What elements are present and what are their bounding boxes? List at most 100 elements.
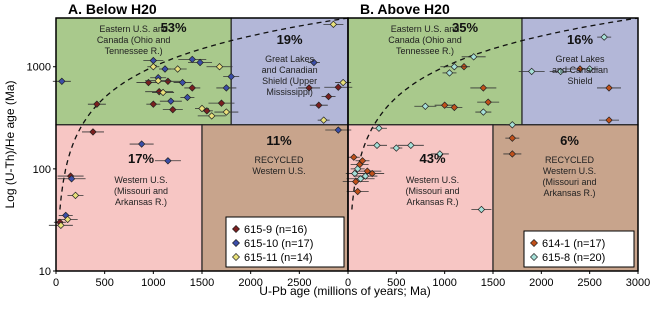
data-point bbox=[173, 65, 182, 73]
points-layer bbox=[48, 20, 621, 230]
x-tick-label: 1000 bbox=[141, 277, 165, 289]
region-percent: 17% bbox=[128, 151, 154, 166]
x-axis-label: U-Pb age (millions of years; Ma) bbox=[259, 284, 430, 298]
region-label-line: Eastern U.S. and bbox=[99, 24, 168, 34]
region-label-line: Western U.S. bbox=[252, 166, 305, 176]
data-point bbox=[305, 84, 313, 92]
region-label-line: Tennessee R.) bbox=[396, 46, 454, 56]
data-point bbox=[324, 92, 333, 101]
y-axis-label: Log (U-Th)/He age (Ma) bbox=[3, 80, 17, 208]
data-point bbox=[215, 63, 224, 71]
data-point bbox=[605, 116, 613, 124]
reference-curve-2 bbox=[351, 17, 639, 210]
data-point bbox=[310, 58, 318, 67]
data-point bbox=[217, 99, 226, 107]
legend-marker bbox=[232, 253, 240, 261]
data-point bbox=[358, 157, 367, 165]
region-percent: 43% bbox=[419, 151, 445, 166]
data-point bbox=[375, 124, 383, 132]
data-point bbox=[58, 77, 66, 85]
data-point bbox=[67, 175, 76, 183]
data-point bbox=[319, 116, 328, 124]
legend-2 bbox=[523, 230, 635, 268]
data-point bbox=[137, 140, 146, 148]
region-percent: 19% bbox=[277, 32, 303, 47]
data-point bbox=[479, 108, 488, 116]
data-point bbox=[149, 63, 158, 71]
region-label-line: RECYCLED bbox=[254, 155, 304, 165]
x-tick-label: 500 bbox=[387, 277, 405, 289]
region-label-line: Arkansas R.) bbox=[406, 197, 458, 207]
data-point bbox=[149, 100, 158, 108]
region-percent: 11% bbox=[266, 133, 292, 148]
data-point bbox=[436, 150, 444, 158]
region-label-line: RECYCLED bbox=[545, 155, 595, 165]
y-tick-label: 1000 bbox=[27, 62, 51, 74]
legend-marker bbox=[530, 253, 538, 261]
x-tick-label: 1500 bbox=[481, 277, 505, 289]
data-point bbox=[469, 53, 478, 61]
data-point bbox=[93, 100, 101, 108]
data-point bbox=[222, 108, 231, 116]
region-label-line: Shield (Upper bbox=[262, 76, 317, 86]
region-label-line: Canada (Ohio and bbox=[388, 35, 462, 45]
data-point bbox=[183, 93, 192, 102]
region-percent: 6% bbox=[560, 133, 579, 148]
region-label-line: (Missouri and bbox=[542, 177, 596, 187]
data-point bbox=[450, 103, 459, 112]
data-point bbox=[373, 141, 381, 150]
region-western-1 bbox=[55, 124, 203, 272]
data-point bbox=[169, 105, 177, 114]
data-point bbox=[350, 153, 358, 161]
region-label-line: Arkansas R.) bbox=[115, 197, 167, 207]
data-point bbox=[477, 205, 486, 214]
data-point bbox=[450, 63, 459, 71]
data-point bbox=[334, 83, 342, 91]
region-label-line: Shield bbox=[567, 76, 592, 86]
data-point bbox=[227, 72, 235, 81]
data-point bbox=[576, 65, 584, 73]
data-point bbox=[445, 69, 454, 77]
region-eastern-2 bbox=[347, 17, 523, 126]
data-point bbox=[556, 67, 565, 76]
data-point bbox=[351, 169, 359, 178]
region-label-line: Western U.S. bbox=[543, 166, 596, 176]
data-point bbox=[479, 84, 488, 92]
data-point bbox=[392, 144, 401, 152]
region-percent: 16% bbox=[567, 32, 593, 47]
y-tick-label: 10 bbox=[39, 266, 51, 278]
data-point bbox=[89, 128, 97, 136]
data-point bbox=[159, 88, 167, 97]
x-tick-label: 2000 bbox=[529, 277, 553, 289]
y-tick-label: 100 bbox=[33, 164, 51, 176]
x-tick-label: 2500 bbox=[287, 277, 311, 289]
legend-1 bbox=[225, 216, 345, 268]
x-tick-label: 1000 bbox=[432, 277, 456, 289]
x-tick-label: 1500 bbox=[190, 277, 214, 289]
data-point bbox=[164, 157, 172, 165]
region-label-line: Canada (Ohio and bbox=[97, 35, 171, 45]
data-point bbox=[361, 172, 370, 180]
legend-entry: 615-9 (n=16) bbox=[244, 224, 307, 236]
region-label-line: Western U.S. bbox=[406, 175, 459, 185]
legend-marker bbox=[530, 239, 538, 247]
data-point bbox=[208, 112, 216, 120]
region-label-line: (Missouri and bbox=[114, 186, 168, 196]
data-point bbox=[508, 134, 517, 142]
data-point bbox=[164, 77, 172, 85]
data-point bbox=[222, 84, 231, 92]
panel-title-1: A. Below H20 bbox=[68, 1, 157, 17]
region-label-line: (Missouri and bbox=[405, 186, 459, 196]
data-point bbox=[352, 177, 360, 186]
x-tick-label: 0 bbox=[345, 277, 351, 289]
data-point bbox=[508, 150, 517, 158]
data-point bbox=[188, 84, 196, 92]
frames-layer bbox=[53, 17, 639, 274]
data-point bbox=[178, 78, 187, 87]
data-point bbox=[421, 102, 430, 110]
data-point bbox=[527, 67, 536, 76]
region-label-line: Great Lakes bbox=[265, 54, 315, 64]
legend-entry: 614-1 (n=17) bbox=[542, 238, 605, 250]
region-label-line: Arkansas R.) bbox=[543, 188, 595, 198]
